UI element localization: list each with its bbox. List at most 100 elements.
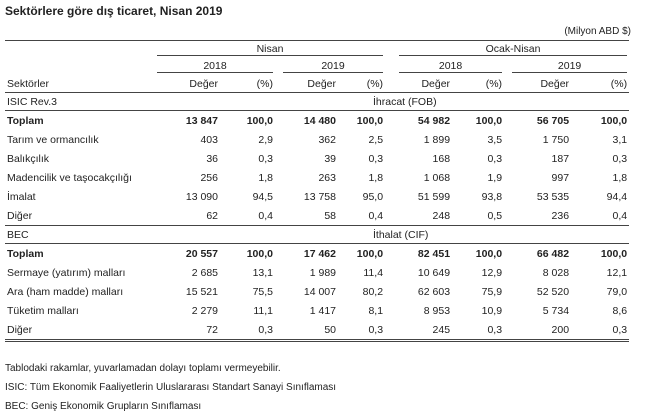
value-cell: 5 734	[542, 304, 570, 317]
footnote: BEC: Geniş Ekonomik Grupların Sınıflamas…	[5, 401, 202, 412]
pct-cell: 8,1	[368, 304, 384, 317]
pct-cell: 11,1	[253, 304, 273, 317]
value-cell: 39	[324, 152, 336, 165]
value-cell: 66 482	[504, 243, 572, 263]
pct-header: (%)	[485, 77, 503, 90]
value-cell: 187	[551, 152, 570, 165]
value-cell: 236	[551, 209, 570, 222]
row-label: Toplam	[5, 110, 155, 130]
value-cell: 53 535	[536, 190, 570, 203]
value-cell: 14 007	[303, 285, 336, 298]
year-header: 2019	[283, 60, 384, 73]
pct-cell: 75,5	[252, 285, 273, 298]
pct-cell: 1,8	[258, 171, 273, 184]
classification-label: ISIC Rev.3	[5, 92, 155, 111]
value-cell: 1 417	[309, 304, 336, 317]
table-row: Madencilik ve taşocakçılığı 256 1,8 263 1,8 1…	[5, 168, 629, 187]
row-label: Tüketim malları	[7, 304, 79, 317]
pct-cell: 0,3	[338, 320, 386, 342]
value-cell: 14 480	[275, 110, 338, 130]
year-header: 2019	[512, 60, 628, 73]
flow-label: İthalat (CIF)	[155, 225, 630, 244]
pct-cell: 0,4	[258, 209, 273, 222]
value-cell: 1 899	[423, 133, 451, 146]
row-label: Diğer	[5, 320, 155, 342]
value-cell: 245	[385, 320, 453, 342]
footnote: ISIC: Tüm Ekonomik Faaliyetlerin Uluslar…	[5, 382, 337, 393]
value-cell: 168	[432, 152, 451, 165]
unit-label: (Milyon ABD $)	[564, 26, 631, 37]
value-cell: 2 685	[191, 266, 218, 279]
value-cell: 200	[504, 320, 572, 342]
pct-cell: 0,3	[452, 320, 505, 342]
pct-cell: 0,4	[368, 209, 384, 222]
pct-cell: 11,4	[363, 266, 384, 279]
pct-cell: 3,1	[612, 133, 628, 146]
pct-cell: 0,5	[487, 209, 503, 222]
row-label: Toplam	[5, 243, 155, 263]
pct-cell: 0,3	[487, 152, 503, 165]
flow-label: İhracat (FOB)	[155, 92, 630, 111]
table-row: Diğer 62 0,4 58 0,4 248 0,5 236 0,4	[5, 206, 629, 226]
value-header: Değer	[540, 77, 570, 90]
value-cell: 8 028	[542, 266, 570, 279]
value-cell: 20 557	[155, 243, 220, 263]
value-cell: 248	[432, 209, 451, 222]
value-cell: 263	[318, 171, 336, 184]
trade-table: Nisan Ocak-Nisan 2018 2019 2018 2019 Sek…	[5, 40, 630, 342]
pct-header: (%)	[366, 77, 384, 90]
footnote: Tablodaki rakamlar, yuvarlamadan dolayı …	[5, 363, 281, 374]
table-row: İmalat 13 090 94,5 13 758 95,0 51 599 93,8 53 5…	[5, 187, 629, 206]
page-title: Sektörlere göre dış ticaret, Nisan 2019	[5, 4, 223, 18]
pct-cell: 2,5	[368, 133, 384, 146]
pct-cell: 75,9	[481, 285, 503, 298]
value-cell: 36	[206, 152, 218, 165]
value-cell: 13 758	[303, 190, 336, 203]
row-label: Madencilik ve taşocakçılığı	[7, 171, 132, 184]
pct-header: (%)	[256, 77, 273, 90]
value-cell: 403	[200, 133, 218, 146]
value-cell: 256	[200, 171, 218, 184]
row-label: İmalat	[7, 190, 36, 203]
pct-cell: 79,0	[606, 285, 628, 298]
row-label: Ara (ham madde) malları	[7, 285, 124, 298]
pct-cell: 80,2	[362, 285, 384, 298]
value-cell: 50	[275, 320, 338, 342]
value-cell: 1 750	[542, 133, 570, 146]
year-header: 2018	[157, 60, 273, 73]
value-cell: 2 279	[191, 304, 218, 317]
year-header: 2018	[399, 60, 503, 73]
pct-cell: 13,1	[252, 266, 273, 279]
value-cell: 13 847	[155, 110, 220, 130]
pct-cell: 8,6	[612, 304, 628, 317]
value-cell: 52 520	[536, 285, 570, 298]
value-header: Değer	[307, 77, 336, 90]
table-row: Sermaye (yatırım) malları 2 685 13,1 1 989 1…	[5, 263, 629, 282]
pct-cell: 1,9	[487, 171, 503, 184]
value-cell: 62	[206, 209, 218, 222]
row-label-header: Sektörler	[7, 77, 50, 90]
pct-cell: 0,4	[612, 209, 628, 222]
pct-cell: 94,4	[606, 190, 628, 203]
value-cell: 58	[324, 209, 336, 222]
table-row: Tüketim malları 2 279 11,1 1 417 8,1 8 953 10,…	[5, 301, 629, 320]
pct-cell: 10,9	[481, 304, 503, 317]
pct-cell: 100,0	[220, 243, 275, 263]
pct-cell: 0,3	[612, 152, 628, 165]
value-cell: 62 603	[417, 285, 451, 298]
table-row: Ara (ham madde) malları 15 521 75,5 14 007 8…	[5, 282, 629, 301]
pct-cell: 12,1	[606, 266, 628, 279]
value-cell: 8 953	[423, 304, 451, 317]
pct-cell: 0,3	[220, 320, 275, 342]
classification-label: BEC	[5, 225, 155, 244]
value-cell: 72	[155, 320, 220, 342]
value-cell: 54 982	[385, 110, 453, 130]
period-header: Nisan	[157, 43, 384, 56]
pct-cell: 100,0	[452, 110, 505, 130]
value-cell: 997	[551, 171, 570, 184]
pct-cell: 3,5	[487, 133, 503, 146]
pct-cell: 100,0	[571, 243, 630, 263]
pct-cell: 1,8	[612, 171, 628, 184]
pct-cell: 100,0	[452, 243, 505, 263]
value-cell: 17 462	[275, 243, 338, 263]
